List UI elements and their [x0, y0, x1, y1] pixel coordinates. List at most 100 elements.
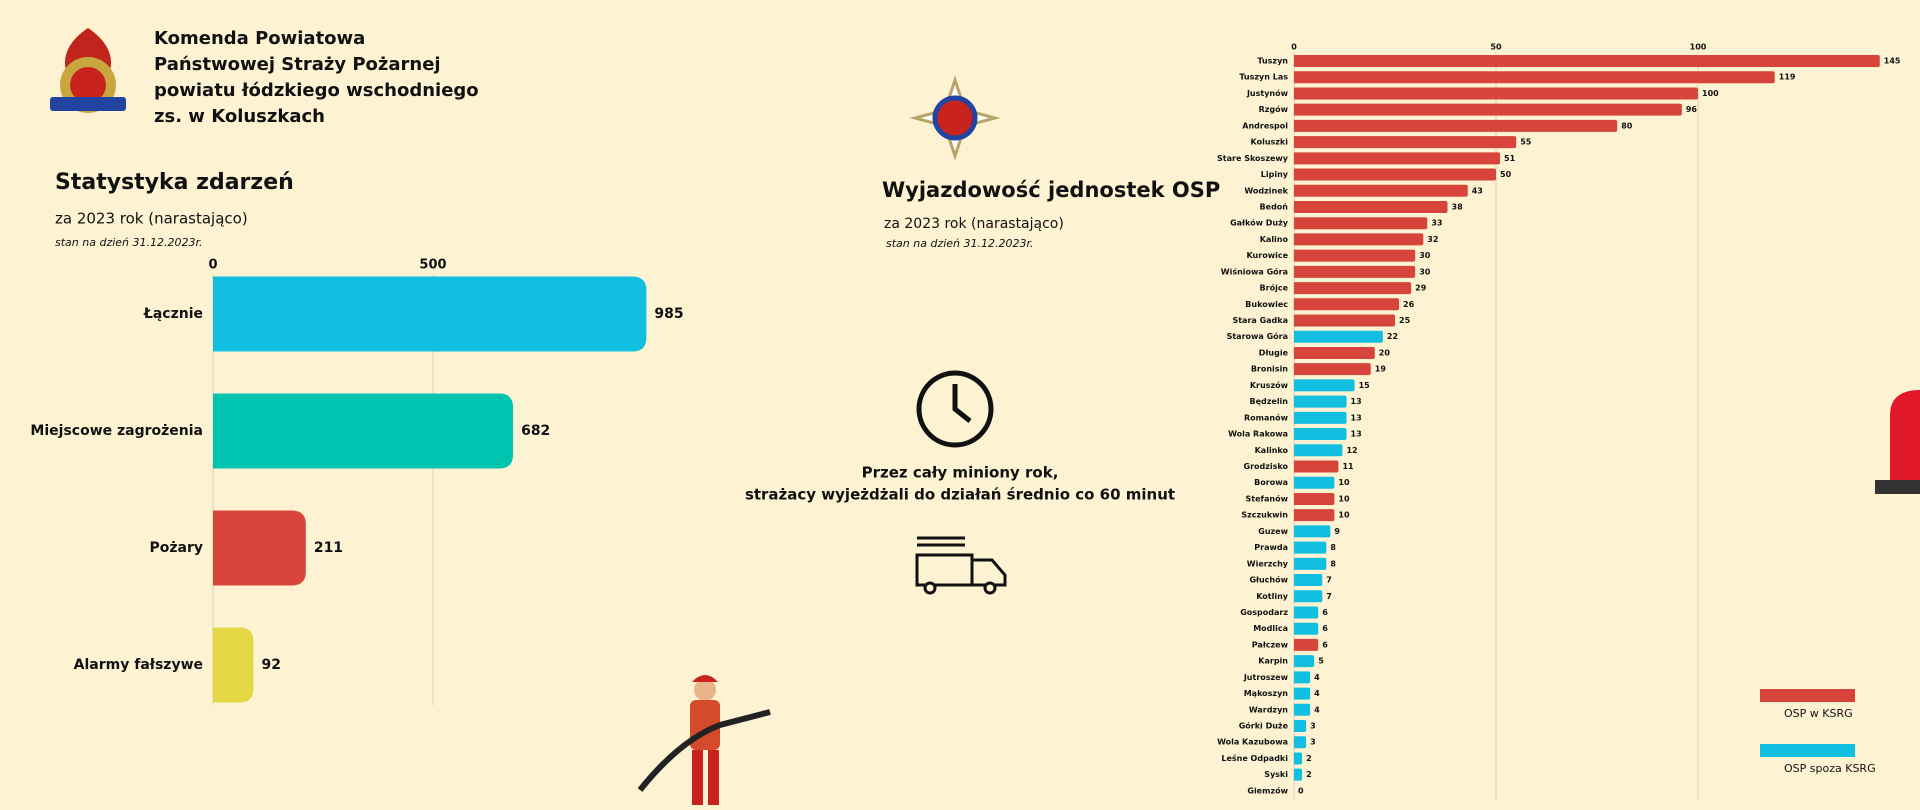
value-label: 119	[1779, 73, 1796, 82]
bar	[1294, 346, 1375, 359]
value-label: 33	[1431, 219, 1442, 228]
value-label: 19	[1375, 365, 1387, 374]
bar	[1294, 752, 1303, 765]
y-tick-label: Kotliny	[1256, 592, 1289, 601]
bar	[1294, 298, 1400, 311]
legend-swatch	[1760, 744, 1855, 757]
logo-osp	[909, 75, 1001, 161]
y-tick-label: Pałczew	[1252, 640, 1289, 649]
value-label: 6	[1322, 624, 1328, 633]
value-label: 4	[1314, 705, 1320, 714]
y-tick-label: Karpin	[1258, 657, 1288, 666]
bar	[1294, 476, 1335, 489]
header-line: powiatu łódzkiego wschodniego	[154, 80, 479, 101]
y-tick-label: Łącznie	[143, 306, 203, 322]
bar	[1294, 687, 1311, 700]
bar	[1294, 71, 1775, 84]
bar	[1294, 168, 1496, 181]
bar	[1294, 282, 1412, 295]
y-tick-label: Alarmy fałszywe	[74, 657, 203, 673]
bar	[213, 627, 254, 703]
y-tick-label: Kalino	[1260, 235, 1289, 244]
bar	[1294, 638, 1319, 651]
bar	[1294, 606, 1319, 619]
y-tick-label: Modlica	[1253, 624, 1288, 633]
y-tick-label: Miejscowe zagrożenia	[30, 423, 203, 439]
y-tick-label: Będzelin	[1249, 397, 1288, 406]
value-label: 6	[1322, 640, 1328, 649]
header-line: Komenda Powiatowa	[154, 28, 365, 49]
value-label: 4	[1314, 689, 1320, 698]
value-label: 211	[314, 540, 343, 556]
y-tick-label: Bukowiec	[1245, 300, 1288, 309]
y-tick-label: Koluszki	[1251, 138, 1289, 147]
value-label: 7	[1326, 576, 1332, 585]
legend-swatch	[1760, 689, 1855, 702]
chart-note: stan na dzień 31.12.2023r.	[55, 236, 203, 249]
y-tick-label: Syski	[1264, 770, 1288, 779]
value-label: 13	[1351, 397, 1362, 406]
bar	[1294, 136, 1517, 149]
x-tick-label: 500	[419, 258, 446, 273]
value-label: 3	[1310, 722, 1316, 731]
x-tick-label: 0	[208, 258, 217, 273]
value-label: 8	[1330, 543, 1336, 552]
bar	[1294, 768, 1303, 781]
siren	[1875, 390, 1920, 494]
value-label: 22	[1387, 332, 1398, 341]
bar	[1294, 217, 1428, 230]
bar	[1294, 152, 1501, 165]
bar	[1294, 509, 1335, 522]
value-label: 29	[1415, 284, 1427, 293]
header-line: Państwowej Straży Pożarnej	[154, 54, 441, 75]
value-label: 15	[1359, 381, 1371, 390]
header-line: zs. w Koluszkach	[154, 106, 325, 127]
y-tick-label: Pożary	[149, 540, 203, 556]
bar	[1294, 330, 1383, 343]
y-tick-label: Rzgów	[1259, 104, 1289, 114]
y-tick-label: Wola Rakowa	[1228, 430, 1288, 439]
bar	[1294, 103, 1682, 116]
y-tick-label: Kurowice	[1247, 251, 1289, 260]
bar	[1294, 525, 1331, 538]
x-tick-label: 0	[1291, 43, 1297, 52]
value-label: 30	[1419, 267, 1431, 276]
value-label: 10	[1338, 511, 1350, 520]
info-text: strażacy wyjeżdżali do działań średnio c…	[745, 486, 1175, 504]
bar	[1294, 249, 1416, 262]
y-tick-label: Andrespol	[1242, 121, 1288, 130]
value-label: 7	[1326, 592, 1332, 601]
bar	[1294, 363, 1371, 376]
y-tick-label: Borowa	[1254, 478, 1288, 487]
bar	[1294, 622, 1319, 635]
y-tick-label: Mąkoszyn	[1244, 689, 1289, 698]
value-label: 13	[1351, 430, 1362, 439]
y-tick-label: Leśne Odpadki	[1221, 753, 1288, 763]
value-label: 92	[261, 657, 280, 673]
y-tick-label: Gałków Duży	[1230, 218, 1289, 228]
bar	[1294, 444, 1343, 457]
value-label: 26	[1403, 300, 1415, 309]
y-tick-label: Tuszyn Las	[1239, 73, 1288, 82]
legend-label: OSP spoza KSRG	[1784, 762, 1876, 775]
value-label: 30	[1419, 251, 1431, 260]
bar	[1294, 720, 1307, 733]
y-tick-label: Stare Skoszewy	[1217, 154, 1289, 163]
bar	[1294, 671, 1311, 684]
x-tick-label: 50	[1490, 43, 1502, 52]
value-label: 682	[521, 423, 550, 439]
value-label: 20	[1379, 348, 1391, 357]
y-tick-label: Brójce	[1260, 283, 1289, 293]
y-tick-label: Wodzinek	[1244, 186, 1288, 195]
y-tick-label: Szczukwin	[1241, 511, 1288, 520]
value-label: 6	[1322, 608, 1328, 617]
value-label: 8	[1330, 559, 1336, 568]
bar	[1294, 590, 1323, 603]
bar	[1294, 411, 1347, 424]
bar	[1294, 492, 1335, 505]
bar	[1294, 574, 1323, 587]
value-label: 5	[1318, 657, 1324, 666]
bar	[1294, 200, 1448, 213]
y-tick-label: Guzew	[1258, 527, 1288, 536]
